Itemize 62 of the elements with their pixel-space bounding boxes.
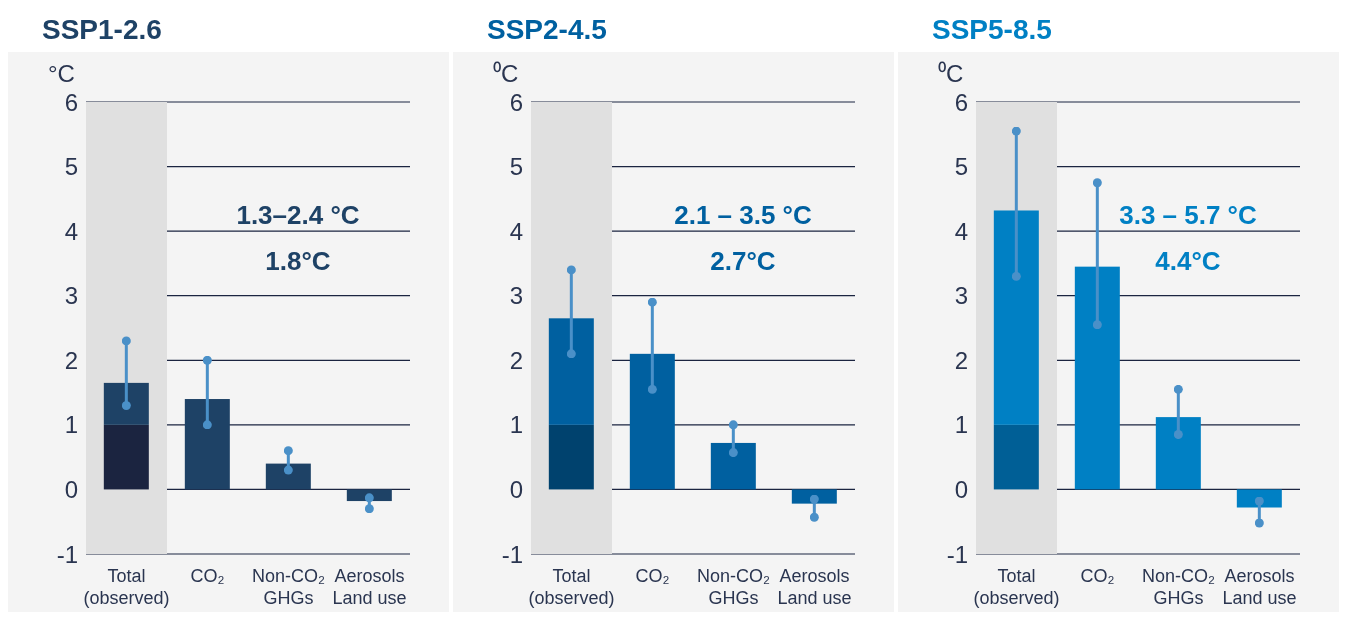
annotation: 3.3 – 5.7 °C (1118, 200, 1258, 231)
y-tick-label: 5 (954, 153, 968, 181)
bar (265, 463, 311, 490)
y-tick-label: 4 (509, 217, 523, 245)
x-tick-label: Non-CO₂ GHGs (696, 566, 771, 608)
y-tick-label: 3 (509, 282, 523, 310)
y-tick-label: 1 (509, 411, 523, 439)
annotation: 1.8°C (264, 246, 332, 277)
bar (103, 424, 149, 490)
x-tick-label: Aerosols Land use (777, 566, 852, 608)
bar (184, 399, 230, 490)
bar (710, 442, 756, 490)
y-tick-label: 3 (64, 282, 78, 310)
y-axis-title: °C (48, 60, 75, 87)
y-tick-label: 2 (509, 346, 523, 374)
bar (548, 318, 594, 425)
y-axis-title: ⁰C (938, 60, 964, 87)
y-tick-label: 5 (509, 153, 523, 181)
y-tick-label: 6 (509, 88, 523, 116)
y-tick-label: 1 (64, 411, 78, 439)
bar (548, 424, 594, 490)
x-tick-label: Aerosols Land use (332, 566, 407, 608)
y-tick-label: 0 (509, 475, 523, 503)
y-tick-label: 2 (954, 346, 968, 374)
chart-title: SSP1-2.6 (41, 13, 163, 47)
y-tick-label: 6 (954, 88, 968, 116)
bar (1074, 266, 1120, 490)
bar (1236, 489, 1282, 508)
bar (993, 210, 1039, 425)
bar (1155, 417, 1201, 490)
x-tick-label: Non-CO₂ GHGs (251, 566, 326, 608)
y-tick-label: 4 (64, 217, 78, 245)
x-tick-label: CO₂ (1080, 566, 1115, 586)
y-tick-label: 5 (64, 153, 78, 181)
y-tick-label: 0 (954, 475, 968, 503)
bar (993, 424, 1039, 490)
y-tick-label: 0 (64, 475, 78, 503)
x-tick-label: Total (observed) (83, 566, 170, 608)
y-tick-label: 4 (954, 217, 968, 245)
annotation: 2.7°C (709, 246, 777, 277)
chart-title: SSP2-4.5 (486, 13, 608, 47)
x-tick-label: Non-CO₂ GHGs (1141, 566, 1216, 608)
annotation: 4.4°C (1154, 246, 1222, 277)
y-tick-label: 1 (954, 411, 968, 439)
x-tick-label: CO₂ (635, 566, 670, 586)
bar (103, 382, 149, 425)
chart-title: SSP5-8.5 (931, 13, 1053, 47)
y-tick-label: 2 (64, 346, 78, 374)
y-axis-title: ⁰C (493, 60, 519, 87)
bar (629, 353, 675, 490)
x-tick-label: Aerosols Land use (1222, 566, 1297, 608)
x-tick-label: Total (observed) (973, 566, 1060, 608)
y-tick-label: 6 (64, 88, 78, 116)
x-tick-label: CO₂ (190, 566, 225, 586)
bar (791, 489, 837, 504)
y-tick-label: 3 (954, 282, 968, 310)
x-tick-label: Total (observed) (528, 566, 615, 608)
annotation: 1.3–2.4 °C (235, 200, 361, 231)
y-tick-label: -1 (946, 540, 968, 568)
y-tick-label: -1 (501, 540, 523, 568)
y-tick-label: -1 (56, 540, 78, 568)
annotation: 2.1 – 3.5 °C (673, 200, 813, 231)
